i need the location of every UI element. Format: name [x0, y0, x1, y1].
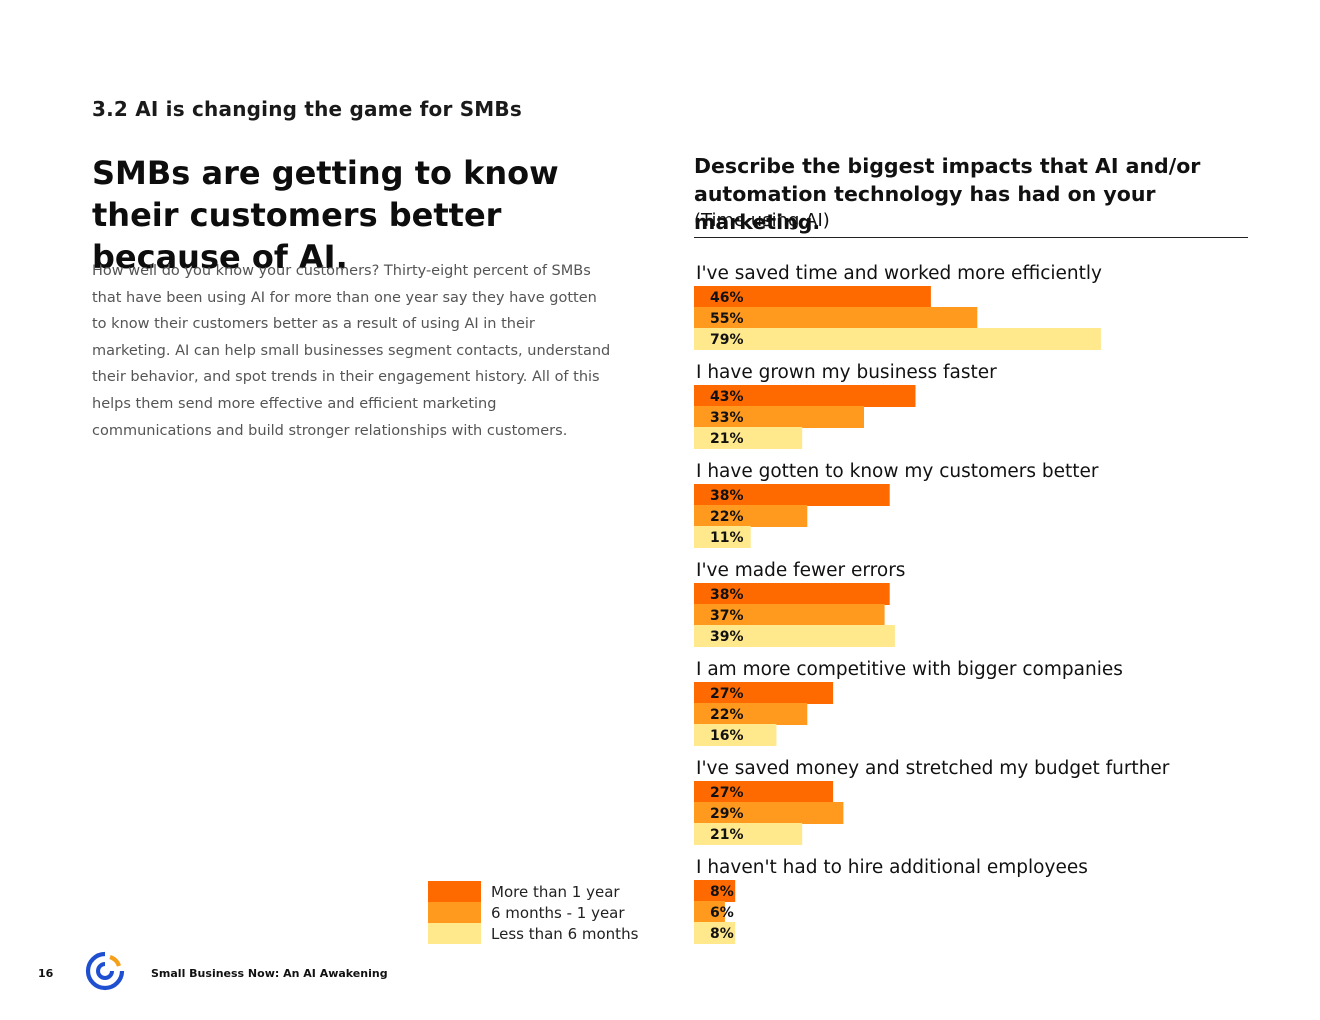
bar [694, 880, 736, 902]
legend-item: More than 1 year [428, 881, 658, 902]
bar-value-label: 46% [710, 290, 744, 306]
bar [694, 328, 1101, 350]
legend-swatch-more-than-1-year [428, 881, 481, 902]
bar [694, 526, 751, 548]
category-label: I have gotten to know my customers bette… [696, 461, 1099, 482]
bar [694, 286, 931, 308]
bar [694, 781, 834, 803]
bar [694, 505, 808, 527]
bar-value-label: 38% [710, 587, 744, 603]
bar-value-label: 43% [710, 389, 744, 405]
bar [694, 703, 808, 725]
category-label: I've saved time and worked more efficien… [696, 263, 1102, 284]
legend-item: Less than 6 months [428, 923, 658, 944]
legend-label: 6 months - 1 year [491, 904, 625, 922]
chart-legend: More than 1 year 6 months - 1 year Less … [428, 881, 658, 944]
bar-value-label: 22% [710, 509, 744, 525]
bar-value-label: 39% [710, 629, 744, 645]
bar-value-label: 11% [710, 530, 744, 546]
bar-value-label: 27% [710, 785, 744, 801]
bar [694, 427, 803, 449]
bar [694, 307, 978, 329]
bar [694, 823, 803, 845]
legend-swatch-6-months-1-year [428, 902, 481, 923]
bar [694, 901, 725, 923]
category-label: I've made fewer errors [696, 560, 905, 581]
bar-value-label: 21% [710, 827, 744, 843]
page-number: 16 [38, 967, 54, 980]
bar-value-label: 6% [710, 905, 734, 921]
bar-value-label: 8% [710, 926, 734, 942]
legend-label: More than 1 year [491, 883, 620, 901]
bar [694, 802, 844, 824]
bar [694, 724, 777, 746]
legend-item: 6 months - 1 year [428, 902, 658, 923]
legend-swatch-less-than-6-months [428, 923, 481, 944]
section-label: 3.2 AI is changing the game for SMBs [92, 97, 522, 121]
page-headline: SMBs are getting to know their customers… [92, 154, 559, 276]
bar [694, 922, 736, 944]
bar-value-label: 79% [710, 332, 744, 348]
bar-value-label: 27% [710, 686, 744, 702]
category-label: I've saved money and stretched my budget… [696, 758, 1170, 779]
bar [694, 625, 895, 647]
bar [694, 682, 834, 704]
bar [694, 385, 916, 407]
bar-value-label: 37% [710, 608, 744, 624]
bar-value-label: 38% [710, 488, 744, 504]
chart-title: Describe the biggest impacts that AI and… [694, 154, 1201, 234]
chart-subtitle: (Time using AI) [694, 210, 830, 231]
impact-bar-chart: I've saved time and worked more efficien… [694, 263, 1170, 944]
category-label: I have grown my business faster [696, 362, 997, 383]
bar [694, 583, 890, 605]
bar-value-label: 22% [710, 707, 744, 723]
bar-value-label: 33% [710, 410, 744, 426]
bar [694, 604, 885, 626]
bar-value-label: 16% [710, 728, 744, 744]
brand-logo-icon [85, 951, 125, 991]
bar-value-label: 29% [710, 806, 744, 822]
publication-title: Small Business Now: An AI Awakening [151, 967, 388, 980]
bar [694, 406, 864, 428]
category-label: I haven't had to hire additional employe… [696, 857, 1088, 878]
category-label: I am more competitive with bigger compan… [696, 659, 1123, 680]
bar-value-label: 21% [710, 431, 744, 447]
bar [694, 484, 890, 506]
legend-label: Less than 6 months [491, 925, 639, 943]
chart-title-divider [694, 237, 1248, 238]
bar-value-label: 8% [710, 884, 734, 900]
body-paragraph: How well do you know your customers? Thi… [92, 263, 611, 439]
bar-value-label: 55% [710, 311, 744, 327]
